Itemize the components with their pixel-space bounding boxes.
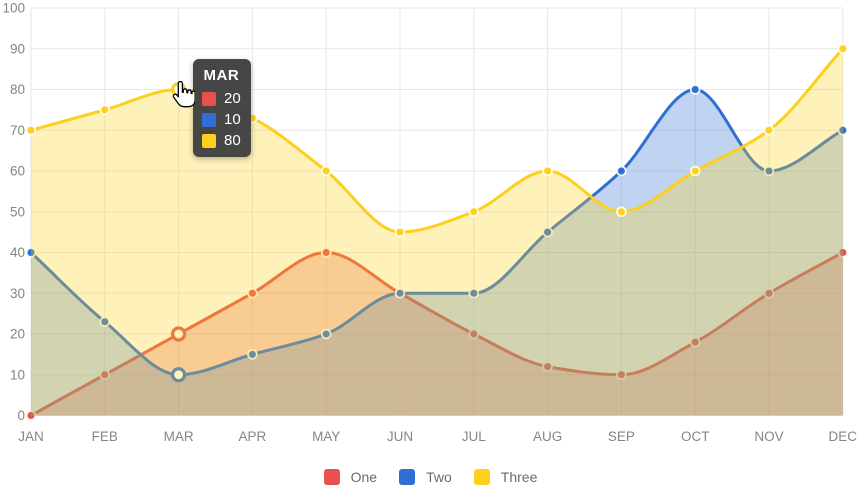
legend-color-swatch	[473, 469, 490, 485]
y-tick-label: 30	[10, 286, 25, 301]
series-line	[29, 88, 845, 377]
data-point[interactable]	[25, 410, 37, 421]
legend-color-swatch	[323, 469, 340, 485]
data-point[interactable]	[542, 165, 553, 177]
legend-label: Two	[426, 469, 452, 485]
y-tick-label: 90	[10, 41, 25, 56]
tooltip-row-three: 80	[202, 132, 241, 149]
data-point[interactable]	[542, 226, 553, 238]
data-point[interactable]	[25, 247, 37, 258]
data-point[interactable]	[542, 361, 553, 372]
data-point[interactable]	[468, 206, 480, 218]
x-tick-label: MAY	[312, 429, 340, 444]
legend-color-swatch	[399, 469, 416, 485]
y-tick-label: 10	[10, 367, 25, 382]
data-point-hovered[interactable]	[171, 326, 187, 342]
y-tick-label: 40	[10, 245, 25, 260]
data-point[interactable]	[763, 287, 775, 299]
series-color-swatch	[202, 133, 216, 148]
y-tick-label: 100	[2, 1, 25, 16]
legend-label: Three	[500, 469, 538, 485]
series-area-fill	[31, 89, 843, 416]
data-point-hovered[interactable]	[171, 367, 187, 383]
legend-item-two[interactable]: Two	[399, 469, 452, 485]
series-area-fill	[31, 48, 843, 416]
tooltip-row-two: 10	[202, 111, 241, 128]
data-point[interactable]	[616, 206, 627, 218]
y-tick-label: 0	[17, 408, 25, 423]
x-tick-label: MAR	[164, 429, 194, 444]
data-point[interactable]	[320, 328, 332, 340]
data-point[interactable]	[247, 287, 258, 299]
series-two	[25, 84, 849, 416]
series-three	[25, 43, 849, 416]
data-point[interactable]	[394, 226, 406, 238]
data-point[interactable]	[320, 247, 332, 258]
legend: One Two Three	[0, 462, 861, 492]
x-tick-label: JAN	[18, 429, 44, 444]
data-point-hovered[interactable]	[171, 81, 187, 98]
legend-item-three[interactable]: Three	[473, 469, 538, 485]
data-point[interactable]	[763, 165, 775, 177]
data-point[interactable]	[99, 316, 111, 328]
data-point[interactable]	[689, 336, 701, 348]
data-point[interactable]	[25, 124, 37, 136]
data-point[interactable]	[616, 369, 627, 381]
x-tick-label: JUN	[387, 429, 413, 444]
series-one	[25, 247, 849, 421]
tooltip-value: 20	[224, 90, 241, 107]
legend-item-one[interactable]: One	[323, 469, 378, 485]
data-point[interactable]	[320, 165, 332, 177]
tooltip-row-one: 20	[202, 90, 241, 107]
data-point[interactable]	[468, 328, 480, 340]
tooltip-value: 80	[224, 132, 241, 149]
y-tick-label: 70	[10, 123, 25, 138]
tooltip-title: MAR	[203, 67, 240, 84]
line-area-chart[interactable]: 0 10 20 30 40 50 60 70 80 90 100 JAN FEB MAR APR MAY JUN…	[0, 0, 861, 452]
y-tick-label: 20	[10, 327, 25, 342]
x-tick-label: DEC	[829, 429, 858, 444]
data-point[interactable]	[837, 124, 849, 136]
x-tick-label: FEB	[92, 429, 118, 444]
data-point[interactable]	[616, 165, 627, 177]
x-tick-label: NOV	[754, 429, 783, 444]
tooltip: MAR 20 10 80	[193, 59, 251, 157]
y-tick-label: 60	[10, 164, 25, 179]
data-point[interactable]	[99, 369, 111, 381]
data-point[interactable]	[99, 104, 111, 116]
tooltip-value: 10	[224, 111, 241, 128]
x-tick-label: AUG	[533, 429, 562, 444]
series-area-fill	[31, 252, 843, 416]
data-point[interactable]	[763, 124, 775, 136]
y-tick-label: 50	[10, 204, 25, 219]
data-point[interactable]	[247, 349, 258, 360]
series-color-swatch	[202, 112, 216, 127]
series-line	[29, 251, 845, 417]
x-tick-label: SEP	[608, 429, 635, 444]
x-tick-label: JUL	[462, 429, 486, 444]
x-tick-label: OCT	[681, 429, 710, 444]
data-point[interactable]	[394, 287, 406, 299]
data-point[interactable]	[689, 84, 701, 95]
data-point[interactable]	[837, 43, 849, 55]
gridlines: 0 10 20 30 40 50 60 70 80 90 100 JAN FEB MAR APR MAY JUN…	[2, 1, 857, 445]
y-tick-label: 80	[10, 82, 25, 97]
data-point[interactable]	[689, 165, 701, 177]
data-point[interactable]	[837, 247, 849, 258]
x-tick-label: APR	[239, 429, 267, 444]
series-color-swatch	[202, 91, 216, 106]
data-point[interactable]	[468, 287, 480, 299]
legend-label: One	[350, 469, 378, 485]
